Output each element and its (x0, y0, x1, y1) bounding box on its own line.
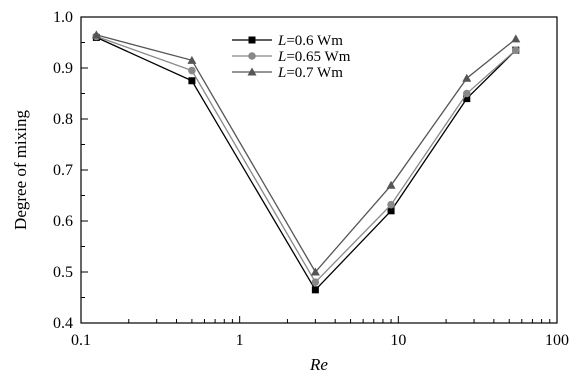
x-tick-label: 1 (236, 332, 244, 349)
data-point-square (311, 286, 319, 294)
legend-item: L=0.7 Wm (232, 65, 343, 81)
data-point-triangle (462, 73, 472, 82)
data-point-square (188, 77, 196, 85)
legend-label: L=0.6 Wm (277, 33, 343, 49)
data-point-triangle (247, 67, 257, 76)
legend-label: L=0.7 Wm (277, 65, 343, 81)
axis-ticks: 0.1 1 10 100 0.4 0.5 0.6 0.7 0.8 0.9 1.0 (53, 9, 569, 349)
x-tick-label: 100 (545, 332, 569, 349)
legend-variable: L (277, 65, 286, 81)
x-axis-label: Re (309, 355, 328, 374)
legend-item: L=0.6 Wm (232, 33, 343, 49)
data-point-triangle (310, 267, 320, 276)
data-point-circle (248, 52, 256, 60)
plot-frame (80, 16, 558, 324)
series-layer (91, 30, 521, 294)
data-point-triangle (511, 34, 521, 43)
y-tick-label: 1.0 (53, 9, 73, 26)
x-tick-label: 10 (390, 332, 406, 349)
y-tick-label: 0.9 (53, 60, 73, 77)
data-point-circle (462, 89, 471, 98)
series-line (96, 34, 517, 274)
legend-item: L=0.65 Wm (232, 49, 351, 65)
legend-value: =0.6 Wm (286, 33, 343, 49)
data-point-square (387, 207, 395, 215)
series-3 (91, 30, 521, 276)
legend-variable: L (277, 33, 286, 49)
legend: L=0.6 WmL=0.65 WmL=0.7 Wm (232, 33, 351, 81)
data-point-circle (311, 278, 320, 287)
data-point-circle (188, 66, 196, 75)
y-tick-label: 0.4 (53, 315, 73, 332)
y-tick-label: 0.5 (53, 264, 73, 281)
data-point-circle (387, 200, 395, 209)
series-line (96, 35, 517, 284)
data-point-circle (512, 46, 520, 54)
y-tick-label: 0.7 (53, 162, 73, 179)
y-tick-label: 0.6 (53, 213, 73, 230)
data-point-square (463, 95, 471, 103)
legend-value: =0.7 Wm (286, 65, 343, 81)
data-point-square (248, 36, 256, 44)
data-point-triangle (386, 180, 396, 189)
y-axis-label: Degree of mixing (11, 110, 30, 230)
legend-label: L=0.65 Wm (277, 49, 351, 65)
data-point-triangle (91, 30, 101, 39)
legend-variable: L (277, 49, 286, 65)
data-point-triangle (187, 55, 197, 64)
series-line (96, 36, 517, 291)
x-tick-label: 0.1 (71, 332, 91, 349)
legend-value: =0.65 Wm (286, 49, 350, 65)
y-tick-label: 0.8 (53, 111, 73, 128)
